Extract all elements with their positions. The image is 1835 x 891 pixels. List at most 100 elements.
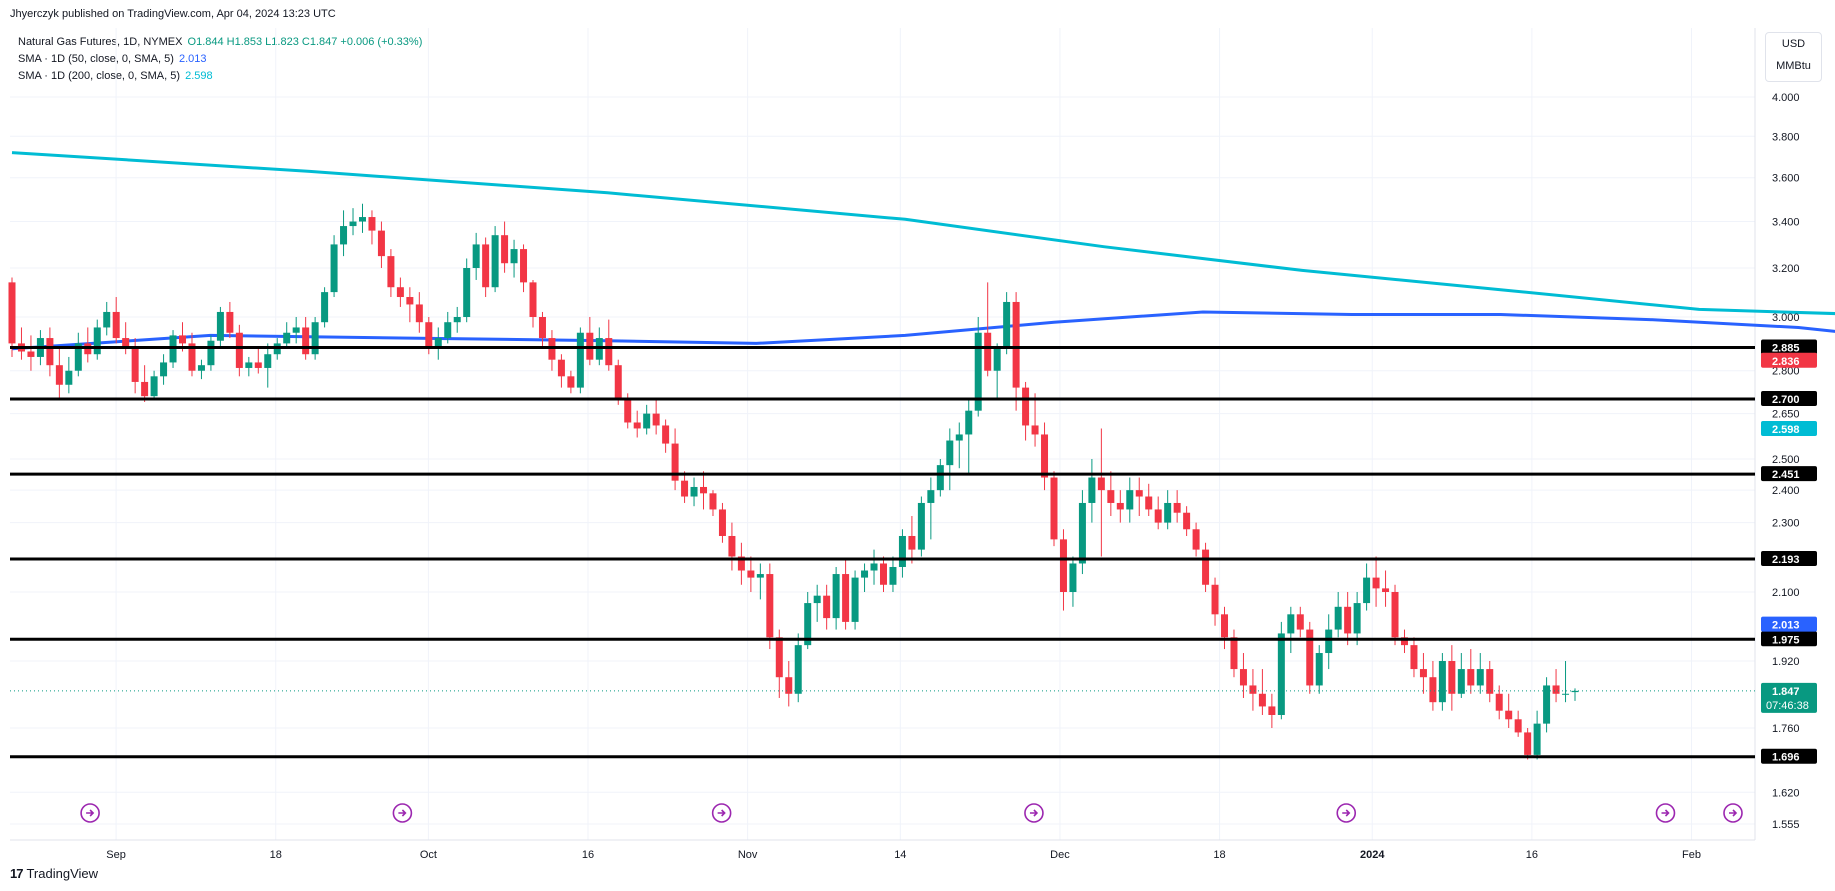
candle-132 (1258, 669, 1266, 715)
candle-63 (605, 319, 613, 371)
candle-158 (1505, 693, 1513, 728)
candle-135 (1287, 606, 1295, 654)
candle-body (141, 381, 149, 397)
candle-body (1334, 606, 1342, 630)
candle-156 (1486, 661, 1494, 703)
candle-105 (1003, 292, 1011, 355)
footer-brand[interactable]: 17 TradingView (10, 866, 98, 881)
candle-53 (510, 239, 518, 278)
event-marker-icon[interactable] (1655, 803, 1676, 823)
legend-sma200-row[interactable]: SMA · 1D (200, close, 0, SMA, 5) 2.598 (18, 68, 422, 85)
candle-body (387, 256, 395, 288)
candle-body (690, 486, 698, 497)
candle-body (368, 217, 376, 231)
candle-85 (813, 584, 821, 622)
candle-body (1562, 693, 1570, 695)
candle-body (160, 362, 168, 377)
candle-body (27, 351, 35, 357)
candle-body (879, 563, 887, 585)
candle-131 (1249, 669, 1257, 711)
price-tick-8: 2.500 (1772, 454, 1800, 466)
candle-134 (1277, 621, 1285, 720)
candle-69 (662, 419, 670, 453)
candle-body (150, 376, 158, 397)
candle-60 (576, 327, 584, 394)
price-tick-0: 4.000 (1772, 92, 1800, 104)
candle-body (1249, 685, 1257, 694)
candle-body (1476, 669, 1484, 686)
event-arrow (717, 809, 726, 817)
price-tick-10: 2.300 (1772, 518, 1800, 530)
event-arrow (1661, 809, 1670, 817)
sma50-path (11, 310, 1835, 351)
candle-98 (936, 459, 944, 497)
candle-146 (1391, 584, 1399, 646)
candle-body (1164, 502, 1172, 523)
candle-body (927, 490, 935, 503)
candle-46 (444, 311, 452, 344)
currency-unit-button[interactable]: USD MMBtu (1765, 32, 1822, 82)
price-chart[interactable]: 4.000 3.800 3.600 3.400 3.200 3.000 2.800 2.650… (0, 0, 1835, 860)
candle-157 (1495, 685, 1503, 720)
candle-body (576, 332, 584, 388)
time-tick-2: Oct (420, 849, 437, 860)
event-marker-icon[interactable] (1723, 803, 1743, 823)
candle-body (728, 535, 736, 557)
candle-body (662, 425, 670, 444)
legend-sma50-row[interactable]: SMA · 1D (50, close, 0, SMA, 5) 2.013 (18, 51, 422, 68)
candle-89 (851, 570, 859, 630)
price-tick-11: 2.100 (1772, 587, 1800, 599)
legend-sma50-label: SMA · 1D (50, close, 0, SMA, 5) (18, 53, 174, 65)
candle-27 (264, 343, 272, 388)
candle-body (823, 595, 831, 619)
candle-144 (1372, 556, 1380, 607)
candle-body (1325, 629, 1333, 654)
candle-40 (387, 249, 395, 298)
event-marker-icon[interactable] (1024, 803, 1044, 823)
candle-114 (1088, 459, 1096, 523)
candle-164 (1562, 661, 1570, 703)
time-tick-4: Nov (738, 849, 758, 860)
event-marker-icon[interactable] (80, 803, 100, 823)
candle-body (1571, 690, 1579, 693)
candle-body (340, 226, 348, 245)
legend-symbol-row[interactable]: Natural Gas Futures, 1D, NYMEX O1.844 H1… (18, 34, 422, 51)
candle-body (1457, 669, 1465, 694)
level-tag-1: 2.700 (1772, 394, 1800, 406)
candle-body (643, 413, 651, 429)
candle-body (633, 422, 641, 429)
candle-90 (861, 563, 869, 592)
candle-body (567, 376, 575, 388)
candle-14 (141, 365, 149, 402)
event-marker-icon[interactable] (711, 803, 732, 823)
event-marker-icon[interactable] (392, 803, 413, 823)
time-tick-9: 16 (1526, 849, 1538, 860)
candle-body (681, 480, 689, 497)
candle-75 (718, 502, 726, 543)
candle-86 (823, 584, 831, 630)
candle-body (254, 362, 262, 368)
event-marker-icon[interactable] (1336, 803, 1357, 823)
price-tag-0: 2.836 (1772, 356, 1800, 368)
time-tick-8: 2024 (1360, 849, 1385, 860)
candle-95 (908, 516, 916, 564)
candle-103 (984, 282, 992, 377)
candle-71 (681, 471, 689, 503)
candle-body (993, 348, 1001, 371)
candle-162 (1543, 677, 1551, 733)
candle-body (131, 346, 139, 382)
candle-body (216, 311, 224, 341)
candle-body (1419, 669, 1427, 678)
candle-body (813, 595, 821, 604)
candle-77 (737, 542, 745, 585)
candle-94 (898, 529, 906, 578)
candle-body (1221, 614, 1229, 638)
candle-112 (1069, 556, 1077, 607)
candle-body (1031, 425, 1039, 435)
time-tick-6: Dec (1050, 849, 1070, 860)
candle-body (529, 282, 537, 317)
candle-body (898, 535, 906, 567)
candle-body (984, 332, 992, 371)
candle-body (1003, 301, 1011, 349)
candle-56 (538, 311, 546, 349)
